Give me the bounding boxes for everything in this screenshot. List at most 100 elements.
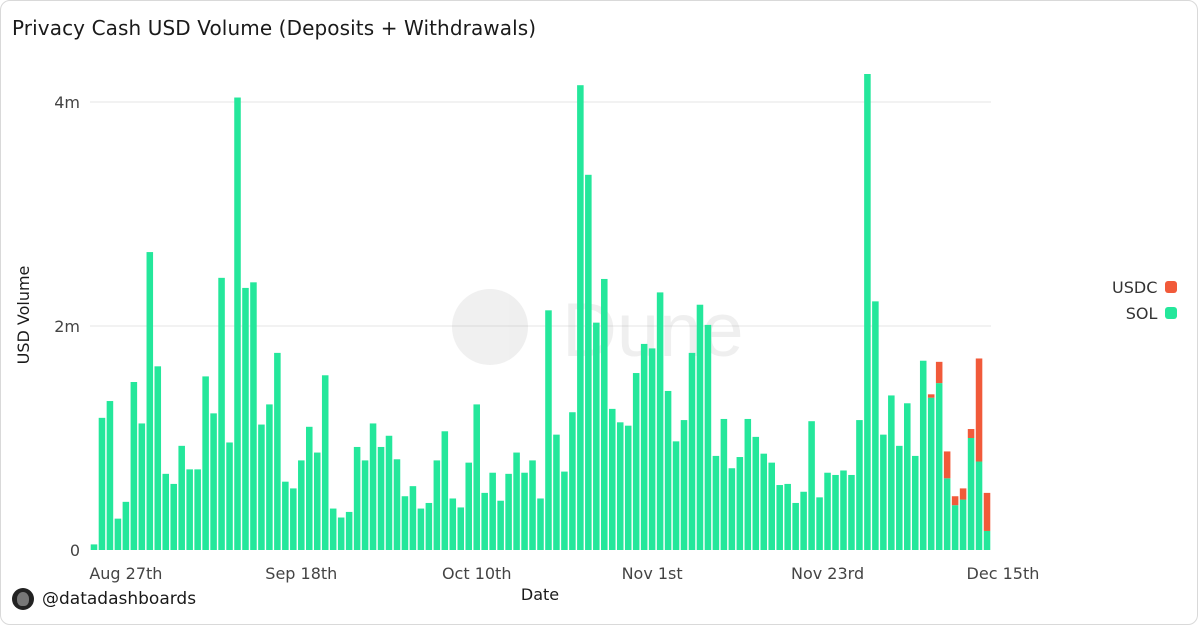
bar-sol	[122, 501, 130, 550]
x-axis-label: Date	[521, 585, 559, 604]
bar-sol	[904, 403, 911, 550]
bar-sol	[170, 483, 177, 550]
bar-sol	[266, 404, 273, 550]
bar-sol	[401, 496, 409, 550]
bar-sol	[896, 445, 903, 550]
bar-sol	[497, 500, 504, 550]
bar-sol	[640, 343, 648, 550]
bar-sol	[290, 488, 297, 550]
bar-sol	[792, 502, 799, 550]
legend-swatch-sol	[1165, 307, 1178, 319]
bar-sol	[840, 470, 847, 550]
bar-sol	[226, 442, 233, 550]
legend-label-usdc: USDC	[1112, 277, 1158, 297]
bar-usdc	[943, 451, 951, 479]
bar-sol	[529, 460, 536, 550]
bar-sol	[943, 478, 951, 550]
bar-sol	[752, 436, 760, 550]
credit: @datadashboards	[12, 588, 196, 610]
bar-sol	[361, 460, 369, 550]
bar-sol	[553, 434, 560, 550]
legend-label-sol: SOL	[1125, 303, 1158, 323]
bar-sol	[202, 376, 209, 550]
bar-sol	[329, 508, 337, 550]
bar-sol	[106, 401, 114, 550]
bar-sol	[569, 412, 576, 550]
bar-sol	[313, 452, 321, 550]
legend-item-sol[interactable]: SOL	[1112, 300, 1178, 326]
bar-sol	[186, 469, 193, 550]
bar-sol	[760, 453, 768, 550]
y-tick-label: 0	[70, 541, 80, 560]
bar-sol	[680, 420, 688, 550]
bar-sol	[696, 304, 704, 550]
bar-sol	[162, 473, 170, 550]
bar-sol	[959, 499, 967, 550]
y-tick-label: 2m	[54, 317, 80, 336]
bar-sol	[473, 404, 480, 550]
bar-sol	[114, 518, 122, 550]
bar-sol	[688, 352, 696, 550]
bar-usdc	[951, 496, 959, 506]
bar-sol	[242, 287, 249, 550]
bar-sol	[561, 471, 568, 550]
bar-sol	[130, 382, 138, 550]
bar-sol	[951, 505, 959, 550]
bar-sol	[369, 423, 377, 550]
bar-sol	[832, 474, 839, 550]
bar-usdc	[967, 429, 975, 438]
bar-sol	[856, 420, 863, 550]
bar-sol	[784, 483, 791, 550]
bar-sol	[210, 413, 217, 550]
bar-sol	[768, 462, 775, 550]
bar-sol	[337, 517, 345, 550]
bar-sol	[441, 431, 449, 550]
bar-sol	[616, 422, 624, 550]
bar-sol	[728, 468, 736, 550]
legend-item-usdc[interactable]: USDC	[1112, 274, 1178, 300]
bar-sol	[744, 418, 752, 550]
bar-sol	[800, 491, 807, 550]
bar-sol	[98, 417, 106, 550]
bar-usdc	[935, 361, 943, 384]
bar-sol	[888, 395, 895, 550]
bar-sol	[864, 74, 871, 550]
bar-usdc	[927, 394, 935, 398]
bar-sol	[345, 511, 353, 550]
bar-sol	[90, 544, 98, 550]
bar-sol	[935, 383, 943, 550]
bar-sol	[872, 301, 879, 550]
legend-swatch-usdc	[1165, 281, 1178, 293]
bar-sol	[138, 423, 146, 550]
bar-sol	[425, 502, 433, 550]
bar-sol	[274, 352, 281, 550]
bar-sol	[632, 373, 640, 550]
bar-sol	[624, 425, 632, 550]
bar-sol	[282, 481, 289, 550]
bar-sol	[449, 498, 457, 550]
bar-sol	[250, 282, 257, 550]
bar-sol	[919, 360, 927, 550]
bar-usdc	[983, 492, 991, 531]
x-tick-label: Oct 10th	[442, 564, 512, 583]
credit-handle: @datadashboards	[42, 589, 197, 609]
bar-sol	[409, 486, 417, 550]
bar-sol	[321, 375, 329, 550]
bar-sol	[608, 408, 616, 550]
bar-sol	[577, 85, 584, 550]
bar-sol	[385, 435, 393, 550]
bar-sol	[465, 462, 473, 550]
bar-sol	[545, 310, 552, 550]
bar-sol	[656, 292, 664, 550]
bar-sol	[776, 485, 783, 550]
bar-sol	[983, 530, 991, 550]
bar-sol	[489, 472, 496, 550]
bar-sol	[672, 441, 680, 550]
y-axis-label: USD Volume	[14, 266, 33, 365]
bar-sol	[505, 473, 512, 550]
bar-sol	[457, 507, 465, 550]
x-tick-label: Aug 27th	[89, 564, 162, 583]
bar-sol	[816, 497, 823, 550]
bar-sol	[298, 460, 305, 550]
